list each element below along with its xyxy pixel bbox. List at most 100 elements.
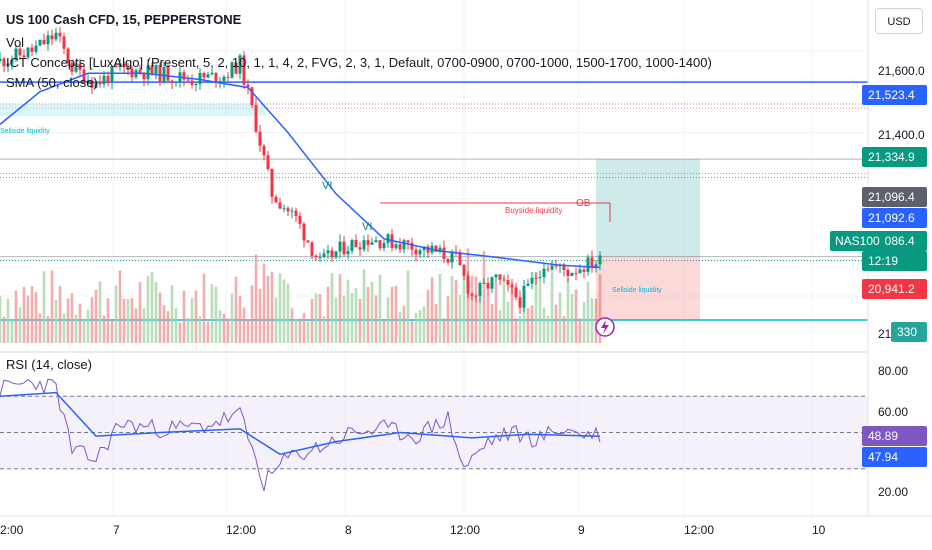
volume-bar bbox=[34, 292, 38, 343]
volume-bar bbox=[158, 292, 162, 343]
indicator-rsi[interactable]: RSI (14, close) bbox=[6, 357, 92, 372]
candle-body bbox=[38, 39, 42, 46]
volume-bar bbox=[26, 295, 30, 343]
candle-body bbox=[154, 65, 158, 74]
indicator-ict[interactable]: ICT Concepts [LuxAlgo] (Present, 5, 2, 1… bbox=[6, 55, 712, 70]
volume-bar bbox=[6, 298, 10, 343]
symbol-tag: NAS100 bbox=[830, 231, 885, 251]
volume-bar bbox=[182, 290, 186, 343]
volume-bar bbox=[146, 275, 150, 343]
candle-body bbox=[222, 76, 226, 81]
volume-tag: 330 bbox=[891, 322, 927, 342]
indicator-sma[interactable]: SMA (50, close) bbox=[6, 75, 98, 90]
volume-bar bbox=[242, 307, 246, 343]
price-tag-sma-level: 21,523.4 bbox=[862, 85, 927, 105]
candle-body bbox=[206, 74, 210, 78]
currency-button[interactable]: USD bbox=[875, 8, 923, 34]
candle-body bbox=[174, 81, 178, 83]
candle-body bbox=[0, 58, 2, 62]
rsi-axis-label: 80.00 bbox=[878, 364, 909, 378]
candle-body bbox=[358, 247, 362, 250]
candle-body bbox=[450, 251, 454, 263]
candle-body bbox=[350, 240, 354, 251]
volume-bar bbox=[298, 318, 302, 343]
price-label: 21,400.0 bbox=[878, 128, 925, 142]
candle-body bbox=[198, 73, 202, 85]
candle-body bbox=[462, 265, 466, 276]
rsi-line bbox=[0, 378, 601, 492]
candle-body bbox=[146, 65, 150, 80]
volume-bar bbox=[122, 298, 126, 343]
volume-bar bbox=[326, 286, 330, 343]
candle-body bbox=[534, 277, 538, 279]
candle-body bbox=[34, 45, 38, 52]
volume-bar bbox=[118, 270, 122, 343]
candle-body bbox=[550, 265, 554, 270]
volume-bar bbox=[478, 291, 482, 343]
volume-bar bbox=[430, 277, 434, 343]
volume-bar bbox=[42, 271, 46, 343]
candle-body bbox=[518, 297, 522, 308]
candle-body bbox=[546, 268, 550, 270]
candle-body bbox=[318, 256, 322, 258]
volume-bar bbox=[22, 286, 26, 343]
volume-bar bbox=[82, 318, 86, 343]
volume-bar bbox=[0, 296, 2, 343]
volume-bar bbox=[258, 288, 262, 343]
candle-body bbox=[402, 240, 406, 250]
candle-body bbox=[2, 58, 6, 67]
candle-body bbox=[378, 240, 382, 249]
indicator-vol[interactable]: Vol bbox=[6, 35, 25, 50]
candle-body bbox=[166, 67, 170, 81]
volume-bar bbox=[546, 315, 550, 343]
volume-bar bbox=[438, 273, 442, 343]
price-tag-stop-loss: 20,941.2 bbox=[862, 279, 927, 299]
candle-body bbox=[474, 295, 478, 297]
volume-bar bbox=[370, 281, 374, 343]
volume-bar bbox=[534, 272, 538, 343]
volume-bar bbox=[406, 270, 410, 343]
candles bbox=[0, 27, 602, 314]
volume-bar bbox=[198, 316, 202, 343]
candle-body bbox=[126, 67, 130, 69]
candle-body bbox=[418, 250, 422, 255]
volume-bar bbox=[510, 278, 514, 343]
volume-bar bbox=[222, 313, 226, 343]
volume-bar bbox=[30, 286, 34, 343]
candle-body bbox=[482, 282, 486, 284]
volume-bar bbox=[178, 322, 182, 343]
candle-body bbox=[406, 240, 410, 243]
candle-body bbox=[286, 208, 290, 212]
candle-body bbox=[590, 257, 594, 269]
volume-bar bbox=[238, 295, 242, 343]
candle-body bbox=[234, 62, 238, 74]
vi-label: VI bbox=[362, 221, 372, 233]
candle-body bbox=[194, 84, 198, 86]
candle-body bbox=[74, 63, 78, 72]
volume-bar bbox=[290, 308, 294, 343]
candle-body bbox=[570, 272, 574, 277]
candle-body bbox=[434, 245, 438, 252]
volume-bar bbox=[98, 281, 102, 343]
volume-bar bbox=[194, 290, 198, 343]
candle-body bbox=[586, 257, 590, 272]
volume-bar bbox=[366, 287, 370, 343]
sma-line bbox=[0, 72, 601, 269]
candle-body bbox=[46, 35, 50, 45]
candle-body bbox=[338, 241, 342, 252]
volume-bar bbox=[358, 298, 362, 343]
volume-bar bbox=[382, 320, 386, 343]
volume-bar bbox=[306, 321, 310, 343]
candle-body bbox=[122, 63, 126, 68]
candle-body bbox=[54, 32, 58, 40]
candle-body bbox=[582, 269, 586, 272]
candle-body bbox=[490, 277, 494, 289]
candle-body bbox=[42, 39, 46, 45]
candle-body bbox=[18, 48, 22, 56]
candle-body bbox=[414, 249, 418, 255]
volume-bar bbox=[114, 285, 118, 343]
candle-body bbox=[106, 75, 110, 83]
volume-bar bbox=[350, 293, 354, 343]
volume-bar bbox=[562, 316, 566, 343]
